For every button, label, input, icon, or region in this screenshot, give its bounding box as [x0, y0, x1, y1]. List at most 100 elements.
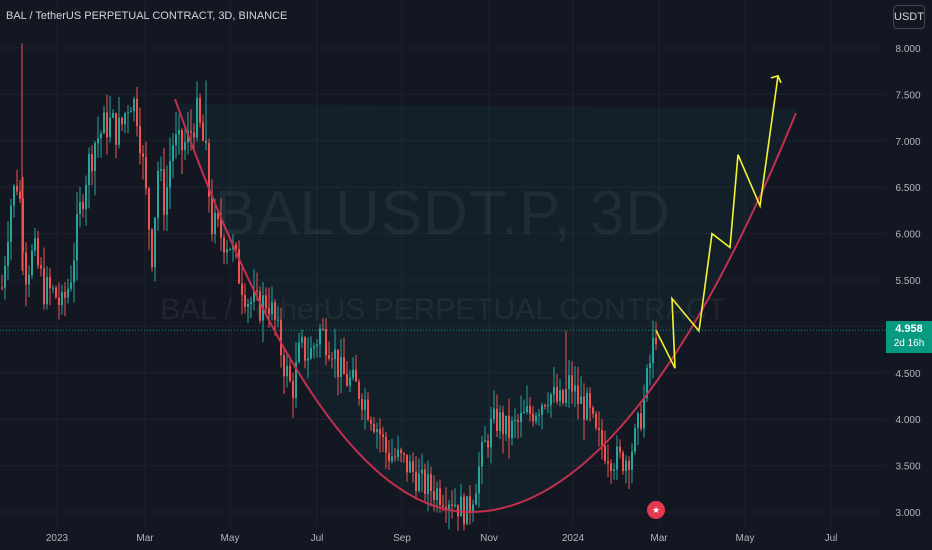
candle-body	[478, 466, 480, 494]
candle-body	[358, 381, 360, 399]
candle-body	[1, 287, 3, 289]
target-zone	[175, 101, 796, 513]
candle-body	[487, 440, 489, 448]
candle-body	[331, 358, 333, 360]
candle-body	[415, 471, 417, 491]
candle-body	[61, 291, 63, 305]
candle-body	[649, 363, 651, 368]
candle-body	[616, 446, 618, 470]
y-tick-label: 4.500	[895, 369, 920, 380]
candle-body	[319, 328, 321, 345]
candle-body	[439, 488, 441, 506]
candle-body	[610, 463, 612, 472]
y-tick-label: 3.500	[895, 462, 920, 473]
candle-body	[166, 187, 168, 215]
candle-body	[346, 374, 348, 386]
candle-body	[79, 201, 81, 215]
candle-body	[427, 474, 429, 495]
candle-body	[121, 117, 123, 125]
y-tick-label: 7.500	[895, 90, 920, 101]
price-axis[interactable]: 3.0003.5004.0004.5005.0005.5006.0006.500…	[895, 44, 920, 519]
candle-body	[529, 406, 531, 414]
candle-body	[244, 295, 246, 307]
candle-body	[160, 169, 162, 171]
candle-body	[13, 185, 15, 206]
candle-body	[124, 113, 126, 125]
candle-body	[49, 276, 51, 289]
candle-body	[37, 238, 39, 266]
candle-body	[424, 469, 426, 495]
candle-body	[589, 393, 591, 408]
candle-body	[34, 238, 36, 251]
candle-body	[436, 488, 438, 500]
projection-path	[655, 74, 782, 369]
candle-body	[343, 357, 345, 375]
candle-body	[418, 473, 420, 491]
candle-body	[364, 399, 366, 410]
candle-body	[562, 390, 564, 403]
candle-body	[283, 355, 285, 377]
cup-arc	[174, 98, 797, 513]
candle-body	[55, 287, 57, 298]
candle-body	[184, 142, 186, 151]
candle-body	[349, 377, 351, 386]
candle-body	[550, 394, 552, 405]
candle-body	[151, 229, 153, 268]
grid-lines	[0, 0, 886, 526]
candle-body	[94, 143, 96, 171]
candle-body	[133, 98, 135, 112]
candle-body	[313, 346, 315, 349]
candle-body	[85, 185, 87, 210]
candle-body	[46, 276, 48, 305]
candle-body	[577, 385, 579, 405]
candle-body	[631, 451, 633, 470]
candle-body	[115, 113, 117, 145]
candle-body	[472, 504, 474, 513]
candle-body	[640, 413, 642, 429]
candle-body	[376, 429, 378, 432]
candle-body	[643, 398, 645, 429]
candle-body	[19, 191, 21, 199]
candle-body	[559, 390, 561, 402]
candle-body	[334, 349, 336, 360]
time-axis[interactable]: 2023 Mar May Jul Sep Nov 2024 Mar May Jul	[46, 533, 838, 544]
candle-body	[526, 406, 528, 413]
candle-body	[598, 428, 600, 431]
candle-body	[112, 113, 114, 118]
candle-body	[256, 290, 258, 292]
candle-body	[406, 454, 408, 473]
candle-body	[157, 170, 159, 218]
candle-body	[370, 419, 372, 424]
candle-body	[556, 387, 558, 402]
candle-body	[460, 496, 462, 517]
candle-body	[595, 413, 597, 429]
candle-body	[448, 504, 450, 511]
candle-body	[496, 408, 498, 431]
target-zone-fill	[175, 101, 796, 513]
candle-body	[412, 461, 414, 472]
candle-body	[211, 196, 213, 235]
candle-body	[118, 117, 120, 145]
y-tick-label: 6.500	[895, 183, 920, 194]
candle-body	[40, 265, 42, 269]
candle-body	[502, 412, 504, 435]
candle-body	[208, 143, 210, 197]
currency-button[interactable]: USDT	[893, 5, 925, 29]
candle-body	[583, 396, 585, 420]
candle-body	[637, 413, 639, 429]
candle-body	[136, 98, 138, 127]
candle-body	[280, 319, 282, 356]
candle-body	[226, 249, 228, 253]
y-tick-label: 5.500	[895, 276, 920, 287]
candle-body	[619, 446, 621, 453]
candle-body	[646, 367, 648, 399]
candle-body	[22, 198, 24, 253]
candle-body	[421, 469, 423, 474]
candle-body	[31, 250, 33, 275]
x-tick-label: Jul	[825, 533, 838, 544]
candle-body	[481, 442, 483, 467]
candle-body	[247, 304, 249, 307]
us-flag-icon[interactable]: ★	[647, 501, 665, 519]
candle-body	[352, 369, 354, 378]
